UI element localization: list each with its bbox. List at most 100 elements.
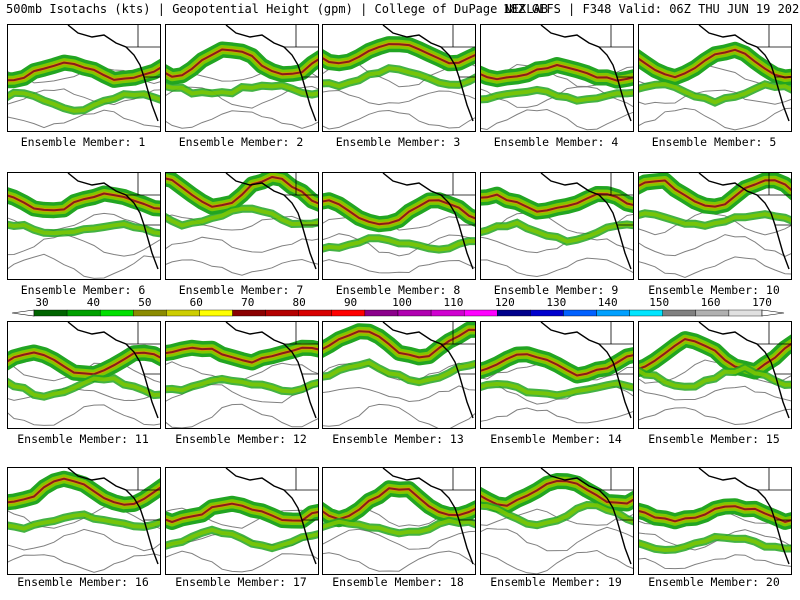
- scale-swatch: [298, 309, 333, 317]
- ensemble-member-label: Ensemble Member: 8: [335, 283, 461, 297]
- isotach-band: [166, 502, 318, 523]
- height-contour: [8, 109, 160, 129]
- coastline: [698, 173, 790, 270]
- run-title: 18Z GEFS | F348 Valid: 06Z THU JUN 19 20…: [503, 2, 800, 16]
- scale-swatch: [33, 309, 68, 317]
- isotach-color-scale: [11, 309, 785, 317]
- isotach-band: [8, 348, 160, 379]
- coastline: [540, 173, 632, 270]
- scale-tick-label: 120: [494, 296, 515, 309]
- coastline: [225, 173, 317, 270]
- jet-stream-map: [166, 468, 318, 573]
- isotach-band: [481, 381, 633, 398]
- ensemble-panel: [165, 172, 319, 280]
- ensemble-panel: [322, 467, 476, 575]
- political-border: [599, 25, 633, 78]
- coastline: [225, 25, 317, 122]
- ensemble-member-label: Ensemble Member: 18: [332, 575, 464, 589]
- height-contour: [323, 403, 475, 428]
- scale-tick-label: 30: [35, 296, 49, 309]
- height-contour: [639, 385, 791, 402]
- scale-swatch: [728, 309, 763, 317]
- scale-swatch: [662, 309, 697, 317]
- scale-swatch: [166, 309, 200, 317]
- ensemble-panel: [165, 24, 319, 132]
- scale-tick-label: 130: [546, 296, 567, 309]
- scale-swatch: [563, 309, 597, 317]
- run-label: 18Z GEFS: [503, 2, 561, 16]
- height-contour: [639, 529, 791, 551]
- isotach-label: 500mb Isotachs (kts): [6, 2, 151, 16]
- isotach-band: [323, 199, 475, 226]
- isotach-band: [8, 90, 160, 113]
- separator: |: [157, 2, 165, 16]
- coastline: [698, 25, 790, 122]
- height-contour: [166, 214, 318, 231]
- scale-tick-label: 100: [392, 296, 412, 309]
- political-border: [284, 173, 318, 226]
- ensemble-panel: [638, 467, 792, 575]
- isotach-band: [481, 220, 633, 244]
- scale-swatch: [232, 309, 266, 317]
- political-border: [441, 25, 475, 78]
- jet-stream-map: [639, 25, 791, 131]
- ensemble-member-label: Ensemble Member: 12: [175, 432, 307, 446]
- scale-tick-label: 170: [752, 296, 772, 309]
- ensemble-panel: [7, 24, 161, 132]
- political-border: [441, 322, 475, 375]
- height-contour: [166, 236, 318, 253]
- ensemble-member-label: Ensemble Member: 16: [17, 575, 149, 589]
- isotach-band: [639, 179, 791, 208]
- height-contour: [639, 107, 791, 131]
- scale-swatch: [199, 309, 233, 317]
- political-border: [441, 468, 475, 521]
- political-border: [757, 173, 791, 226]
- separator: |: [568, 2, 576, 16]
- jet-stream-map: [166, 322, 318, 428]
- ensemble-member-label: Ensemble Member: 3: [335, 135, 461, 149]
- ensemble-panel: [480, 467, 634, 575]
- source-label: College of DuPage NEXLAB: [374, 2, 548, 16]
- coastline: [382, 173, 474, 270]
- ensemble-panel: [322, 321, 476, 429]
- ensemble-member-label: Ensemble Member: 5: [651, 135, 777, 149]
- ensemble-member-label: Ensemble Member: 7: [178, 283, 304, 297]
- ensemble-panel: [480, 172, 634, 280]
- scale-swatch: [596, 309, 630, 317]
- scale-tick-label: 150: [649, 296, 670, 309]
- coastline: [225, 468, 317, 565]
- height-contour: [8, 253, 160, 279]
- ensemble-panel: [638, 172, 792, 280]
- height-contour: [639, 234, 791, 257]
- ensemble-member-label: Ensemble Member: 14: [490, 432, 622, 446]
- valid-time-label: F348 Valid: 06Z THU JUN 19 2025: [582, 2, 800, 16]
- coastline: [67, 173, 159, 270]
- height-contour: [481, 236, 633, 254]
- ensemble-panel: [480, 24, 634, 132]
- political-border: [126, 468, 160, 521]
- height-contour: [166, 258, 318, 276]
- isotach-band: [481, 87, 633, 103]
- ensemble-panel: [480, 321, 634, 429]
- ensemble-member-label: Ensemble Member: 15: [648, 432, 780, 446]
- isotach-band: [481, 502, 633, 528]
- isotach-band: [166, 176, 318, 208]
- isotach-band: [8, 376, 160, 399]
- height-contour: [481, 526, 633, 552]
- ensemble-panel: [322, 172, 476, 280]
- ensemble-member-label: Ensemble Member: 11: [17, 432, 149, 446]
- ensemble-panel: [638, 321, 792, 429]
- height-contour: [8, 233, 160, 257]
- ensemble-member-label: Ensemble Member: 17: [175, 575, 307, 589]
- scale-max-arrow: [761, 309, 785, 317]
- ensemble-panel: [638, 24, 792, 132]
- isotach-band: [481, 64, 633, 82]
- political-border: [284, 25, 318, 78]
- height-contour: [323, 233, 475, 257]
- isotach-band: [166, 48, 318, 78]
- political-border: [757, 25, 791, 78]
- isotach-band: [8, 192, 160, 212]
- coastline: [540, 322, 632, 419]
- scale-tick-label: 110: [443, 296, 464, 309]
- isotach-band: [166, 206, 318, 228]
